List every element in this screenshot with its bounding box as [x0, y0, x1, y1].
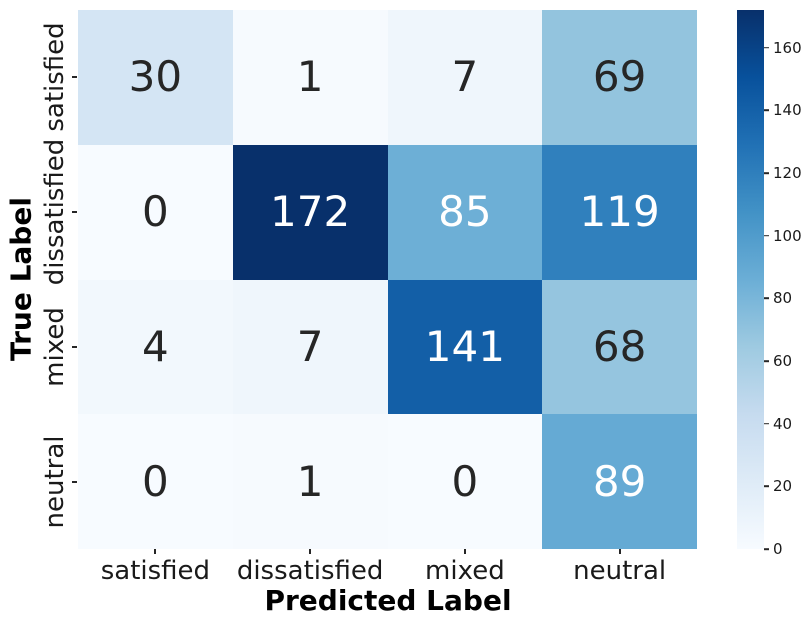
colorbar-tick-label: 20 — [773, 477, 793, 496]
cell-value: 7 — [296, 321, 324, 371]
heatmap-cell: 0 — [78, 414, 233, 549]
colorbar — [737, 10, 764, 549]
heatmap-cell: 1 — [232, 414, 388, 549]
cell-value: 7 — [451, 52, 479, 102]
heatmap-cell: 68 — [542, 279, 697, 415]
x-tick-mark — [154, 549, 157, 554]
y-tick-mark — [72, 76, 77, 79]
cell-value: 69 — [592, 52, 647, 102]
colorbar-tick-mark — [764, 422, 769, 425]
heatmap-cell: 0 — [78, 144, 233, 280]
colorbar-tick-mark — [764, 109, 769, 112]
cell-value: 85 — [438, 187, 492, 237]
colorbar-tick-label: 0 — [773, 540, 783, 558]
heatmap-cell: 141 — [387, 279, 543, 415]
cell-value: 0 — [142, 187, 169, 237]
cell-value: 0 — [142, 456, 169, 506]
colorbar-tick-label: 160 — [773, 38, 802, 57]
colorbar-tick-label: 60 — [773, 351, 793, 370]
x-tick-mark — [463, 549, 466, 554]
x-tick-label: neutral — [573, 556, 667, 586]
y-tick-label: mixed — [40, 307, 70, 387]
heatmap-cell: 30 — [78, 10, 233, 145]
cell-value: 141 — [424, 321, 505, 371]
heatmap-cell: 4 — [78, 279, 233, 415]
colorbar-tick-label: 80 — [773, 289, 793, 308]
cell-value: 172 — [270, 187, 351, 237]
x-tick-mark — [309, 549, 312, 554]
x-tick-label: mixed — [425, 556, 505, 586]
heatmap-cell: 119 — [542, 144, 697, 280]
colorbar-tick-mark — [764, 360, 769, 362]
cell-value: 119 — [579, 187, 660, 237]
colorbar-tick-label: 100 — [773, 226, 802, 245]
cell-value: 68 — [592, 321, 647, 371]
y-tick-mark — [72, 345, 77, 348]
heatmap-cell: 69 — [542, 10, 697, 145]
y-tick-label: dissatisfied — [40, 138, 70, 286]
colorbar-tick-mark — [764, 485, 769, 488]
cell-value: 4 — [142, 321, 169, 371]
colorbar-tick-mark — [764, 46, 769, 49]
heatmap-cell: 85 — [387, 144, 543, 280]
x-tick-label: dissatisfied — [236, 556, 384, 586]
cell-value: 1 — [296, 52, 324, 102]
y-tick-label: satisfied — [40, 22, 70, 133]
cell-value: 1 — [296, 456, 324, 506]
y-axis-title: True Label — [4, 197, 38, 361]
heatmap-cell: 7 — [232, 279, 388, 415]
x-tick-label: satisfied — [100, 556, 211, 586]
y-tick-mark — [72, 211, 77, 214]
heatmap-cell: 89 — [542, 414, 697, 549]
colorbar-tick-label: 140 — [773, 101, 802, 120]
cell-value: 30 — [128, 52, 183, 102]
heatmap-cell: 172 — [232, 144, 388, 280]
heatmap: 30 1 7 69 0 172 85 119 4 7 141 68 0 1 0 89 — [78, 10, 697, 549]
heatmap-cell: 1 — [232, 10, 388, 145]
colorbar-tick-mark — [764, 548, 769, 550]
cell-value: 89 — [592, 456, 647, 506]
x-tick-mark — [618, 549, 621, 554]
colorbar-tick-label: 120 — [773, 163, 802, 182]
x-axis-title: Predicted Label — [264, 584, 512, 617]
colorbar-tick-label: 40 — [773, 414, 793, 433]
colorbar-tick-mark — [764, 234, 769, 237]
y-tick-mark — [72, 480, 77, 483]
heatmap-cell: 7 — [387, 10, 543, 145]
y-tick-label: neutral — [40, 435, 70, 529]
colorbar-tick-mark — [764, 172, 769, 174]
colorbar-tick-mark — [764, 297, 769, 300]
cell-value: 0 — [451, 456, 479, 506]
heatmap-cell: 0 — [387, 414, 543, 549]
